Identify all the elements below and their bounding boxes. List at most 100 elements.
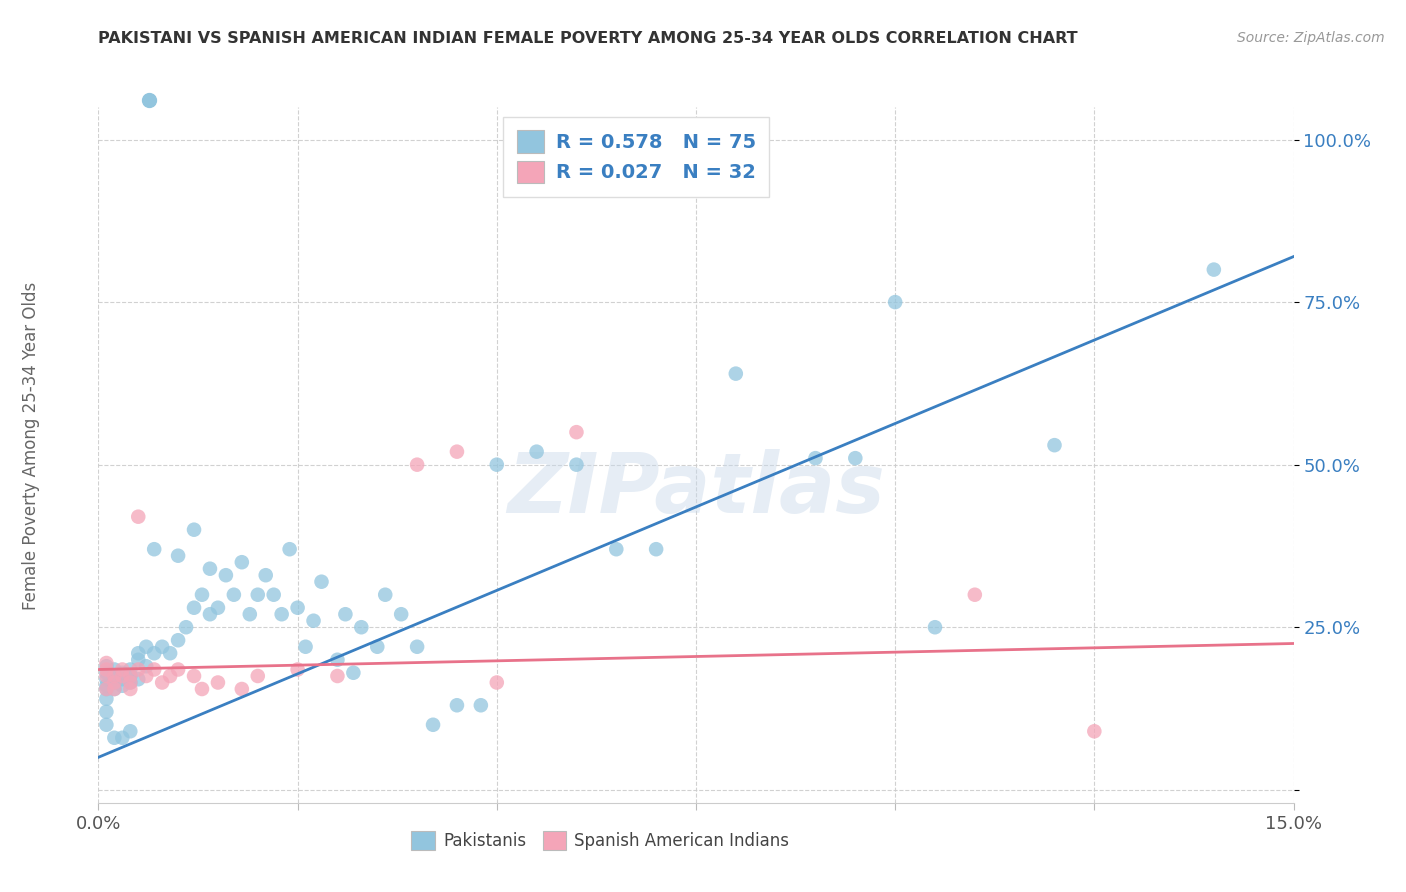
Point	[120, 669, 142, 683]
Point	[198, 607, 221, 622]
Point	[127, 646, 149, 660]
Point	[191, 681, 214, 696]
Point	[191, 588, 214, 602]
Point	[231, 681, 253, 696]
Point	[326, 669, 349, 683]
Point	[183, 523, 205, 537]
Point	[446, 698, 468, 713]
Text: Female Poverty Among 25-34 Year Olds: Female Poverty Among 25-34 Year Olds	[22, 282, 39, 610]
Point	[963, 588, 986, 602]
Point	[103, 681, 125, 696]
Point	[103, 731, 125, 745]
Point	[111, 665, 134, 680]
Point	[470, 698, 492, 713]
Point	[96, 665, 118, 680]
Point	[111, 669, 134, 683]
Legend: Pakistanis, Spanish American Indians: Pakistanis, Spanish American Indians	[405, 824, 796, 857]
Point	[96, 691, 118, 706]
Point	[254, 568, 277, 582]
Point	[120, 675, 142, 690]
Point	[96, 681, 118, 696]
Point	[159, 646, 181, 660]
Point	[335, 607, 357, 622]
Point	[127, 663, 149, 677]
Point	[96, 672, 118, 686]
Point	[143, 646, 166, 660]
Point	[270, 607, 292, 622]
Point	[207, 600, 229, 615]
Point	[167, 549, 190, 563]
Point	[96, 656, 118, 670]
Point	[1043, 438, 1066, 452]
Point	[96, 679, 118, 693]
Point	[143, 663, 166, 677]
Point	[150, 640, 173, 654]
Point	[96, 718, 118, 732]
Point	[127, 653, 149, 667]
Point	[406, 640, 429, 654]
Point	[526, 444, 548, 458]
Point	[143, 542, 166, 557]
Point	[96, 681, 118, 696]
Point	[135, 640, 157, 654]
Point	[103, 681, 125, 696]
Point	[645, 542, 668, 557]
Point	[96, 669, 118, 683]
Point	[844, 451, 866, 466]
Point	[246, 669, 269, 683]
Point	[127, 672, 149, 686]
Point	[174, 620, 197, 634]
Point	[326, 653, 349, 667]
Point	[565, 458, 588, 472]
Point	[150, 675, 173, 690]
Text: PAKISTANI VS SPANISH AMERICAN INDIAN FEMALE POVERTY AMONG 25-34 YEAR OLDS CORREL: PAKISTANI VS SPANISH AMERICAN INDIAN FEM…	[98, 31, 1078, 46]
Point	[167, 663, 190, 677]
Point	[287, 663, 309, 677]
Point	[406, 458, 429, 472]
Point	[565, 425, 588, 439]
Point	[103, 663, 125, 677]
Point	[120, 681, 142, 696]
Point	[294, 640, 316, 654]
Point	[183, 600, 205, 615]
Point	[1202, 262, 1225, 277]
Point	[198, 562, 221, 576]
Point	[389, 607, 412, 622]
Text: ZIPatlas: ZIPatlas	[508, 450, 884, 530]
Point	[120, 724, 142, 739]
Point	[96, 705, 118, 719]
Point	[246, 588, 269, 602]
Point	[96, 663, 118, 677]
Point	[287, 600, 309, 615]
Point	[366, 640, 388, 654]
Point	[278, 542, 301, 557]
Point	[311, 574, 333, 589]
Point	[167, 633, 190, 648]
Point	[111, 663, 134, 677]
Point	[111, 731, 134, 745]
Point	[350, 620, 373, 634]
Point	[422, 718, 444, 732]
Point	[111, 672, 134, 686]
Point	[159, 669, 181, 683]
Point	[183, 669, 205, 683]
Point	[302, 614, 325, 628]
Point	[231, 555, 253, 569]
Point	[485, 458, 508, 472]
Point	[342, 665, 364, 680]
Point	[103, 675, 125, 690]
Point	[239, 607, 262, 622]
Point	[605, 542, 627, 557]
Point	[924, 620, 946, 634]
Point	[215, 568, 238, 582]
Point	[884, 295, 907, 310]
Point	[374, 588, 396, 602]
Point	[804, 451, 827, 466]
Point	[120, 663, 142, 677]
Point	[485, 675, 508, 690]
Point	[1083, 724, 1105, 739]
Point	[263, 588, 285, 602]
Text: Source: ZipAtlas.com: Source: ZipAtlas.com	[1237, 31, 1385, 45]
Point	[103, 669, 125, 683]
Point	[96, 659, 118, 673]
